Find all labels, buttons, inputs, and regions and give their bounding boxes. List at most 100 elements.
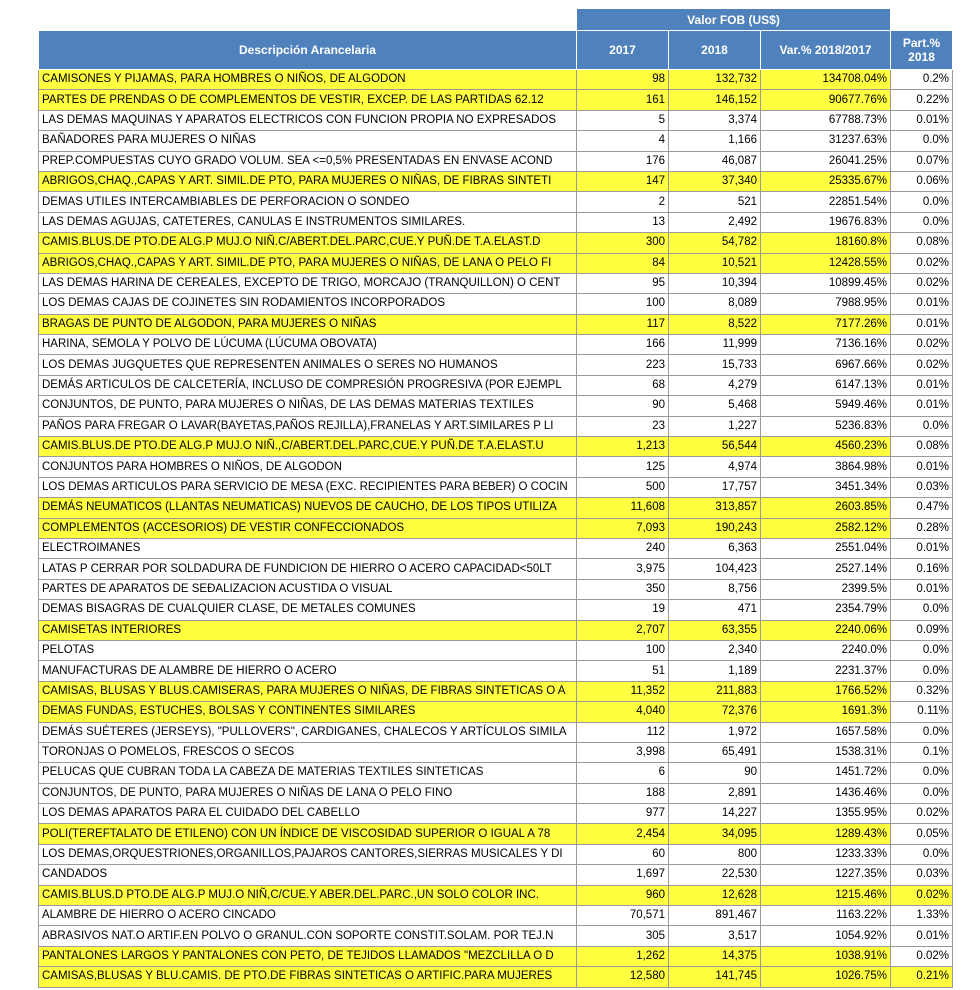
description-cell: DEMAS FUNDAS, ESTUCHES, BOLSAS Y CONTINE…: [38, 701, 577, 723]
value-cell: 63,355: [668, 619, 761, 641]
column-header: Descripción Arancelaria: [38, 30, 577, 70]
value-cell: 19: [576, 599, 669, 621]
value-cell: 0.0%: [890, 843, 954, 866]
value-cell: 22851.54%: [759, 191, 892, 213]
table-row: ALAMBRE DE HIERRO O ACERO CINCADO 70,571 8…: [38, 905, 954, 927]
value-cell: 18160.8%: [759, 232, 892, 254]
value-cell: 8,522: [668, 313, 761, 336]
value-cell: 4,279: [668, 374, 761, 397]
value-cell: 125: [576, 456, 669, 478]
value-cell: 2603.85%: [759, 497, 892, 519]
value-cell: 2399.5%: [759, 578, 892, 601]
description-cell: PELOTAS: [38, 639, 577, 662]
value-cell: 0.01%: [890, 537, 954, 560]
value-cell: 190,243: [668, 517, 761, 539]
value-cell: 211,883: [668, 680, 761, 703]
table-row: PARTES DE APARATOS DE SEÐALIZACION ACUST…: [38, 578, 954, 601]
value-cell: 1,262: [576, 945, 669, 968]
table-row: LOS DEMAS ARTICULOS PARA SERVICIO DE MES…: [38, 476, 954, 499]
value-cell: 3,975: [576, 558, 669, 580]
table-row: ABRASIVOS NAT.O ARTIF.EN POLVO O GRANUL.…: [38, 925, 954, 947]
header-row: Valor FOB (US$): [38, 8, 954, 31]
group-header: Valor FOB (US$): [575, 8, 892, 31]
value-cell: 176: [576, 150, 669, 172]
value-cell: 0.47%: [890, 497, 954, 519]
table-row: CAMISONES Y PIJAMAS, PARA HOMBRES O NIÑO…: [38, 68, 954, 91]
value-cell: 1657.58%: [759, 721, 892, 743]
table-row: CONJUNTOS PARA HOMBRES O NIÑOS, DE ALGOD…: [38, 456, 954, 478]
table-row: LAS DEMAS AGUJAS, CATETERES, CANULAS E I…: [38, 211, 954, 234]
description-cell: ABRIGOS,CHAQ.,CAPAS Y ART. SIMIL.DE PTO,…: [38, 252, 577, 274]
value-cell: 2354.79%: [759, 599, 892, 621]
table-row: DEMAS UTILES INTERCAMBIABLES DE PERFORAC…: [38, 191, 954, 213]
value-cell: 141,745: [668, 966, 761, 988]
blank-cell: [890, 8, 954, 31]
value-cell: 14,227: [668, 803, 761, 825]
value-cell: 11,608: [576, 497, 669, 519]
description-cell: CAMIS.BLUS.DE PTO.DE ALG.P MUJ.O NIÑ.C/A…: [38, 232, 577, 254]
table-row: LOS DEMAS CAJAS DE COJINETES SIN RODAMIE…: [38, 293, 954, 315]
value-cell: 0.0%: [890, 762, 954, 784]
description-cell: LAS DEMAS AGUJAS, CATETERES, CANULAS E I…: [38, 211, 577, 234]
value-cell: 1436.46%: [759, 782, 892, 805]
description-cell: ELECTROIMANES: [38, 537, 577, 560]
value-cell: 500: [576, 476, 669, 499]
value-cell: 1691.3%: [759, 701, 892, 723]
value-cell: 0.0%: [890, 211, 954, 234]
table-row: PELUCAS QUE CUBRAN TODA LA CABEZA DE MAT…: [38, 762, 954, 784]
table-row: TORONJAS O POMELOS, FRESCOS O SECOS 3,998…: [38, 741, 954, 764]
table-row: DEMAS BISAGRAS DE CUALQUIER CLASE, DE ME…: [38, 599, 954, 621]
value-cell: 0.02%: [890, 803, 954, 825]
value-cell: 10899.45%: [759, 272, 892, 295]
value-cell: 0.01%: [890, 374, 954, 397]
value-cell: 1054.92%: [759, 925, 892, 947]
value-cell: 0.0%: [890, 130, 954, 152]
value-cell: 161: [576, 89, 669, 111]
value-cell: 72,376: [668, 701, 761, 723]
description-cell: ABRIGOS,CHAQ.,CAPAS Y ART. SIMIL.DE PTO,…: [38, 170, 577, 193]
description-cell: DEMÁS SUÉTERES (JERSEYS), "PULLOVERS", C…: [38, 721, 577, 743]
value-cell: 0.01%: [890, 578, 954, 601]
value-cell: 0.1%: [890, 741, 954, 764]
value-cell: 0.21%: [890, 966, 954, 988]
table-row: MANUFACTURAS DE ALAMBRE DE HIERRO O ACER…: [38, 660, 954, 682]
value-cell: 5949.46%: [759, 395, 892, 417]
value-cell: 188: [576, 782, 669, 805]
description-cell: CAMIS.BLUS.D PTO.DE ALG.P MUJ.O NIÑ,C/CU…: [38, 884, 577, 907]
value-cell: 51: [576, 660, 669, 682]
description-cell: ABRASIVOS NAT.O ARTIF.EN POLVO O GRANUL.…: [38, 925, 577, 947]
table-row: LAS DEMAS MAQUINAS Y APARATOS ELECTRICOS…: [38, 109, 954, 132]
value-cell: 0.02%: [890, 884, 954, 907]
value-cell: 0.01%: [890, 313, 954, 336]
value-cell: 2240.0%: [759, 639, 892, 662]
value-cell: 0.02%: [890, 252, 954, 274]
value-cell: 977: [576, 803, 669, 825]
value-cell: 7177.26%: [759, 313, 892, 336]
value-cell: 0.09%: [890, 619, 954, 641]
value-cell: 147: [576, 170, 669, 193]
value-cell: 1233.33%: [759, 843, 892, 866]
value-cell: 0.01%: [890, 395, 954, 417]
table-row: CAMISETAS INTERIORES 2,707 63,355 2240.06% 0…: [38, 619, 954, 641]
value-cell: 0.0%: [890, 191, 954, 213]
value-cell: 2,891: [668, 782, 761, 805]
value-cell: 13: [576, 211, 669, 234]
description-cell: BAÑADORES PARA MUJERES O NIÑAS: [38, 130, 577, 152]
description-cell: PARTES DE PRENDAS O DE COMPLEMENTOS DE V…: [38, 89, 577, 111]
value-cell: 0.0%: [890, 660, 954, 682]
value-cell: 84: [576, 252, 669, 274]
value-cell: 0.08%: [890, 232, 954, 254]
value-cell: 1038.91%: [759, 945, 892, 968]
value-cell: 1,697: [576, 864, 669, 886]
description-cell: CONJUNTOS PARA HOMBRES O NIÑOS, DE ALGOD…: [38, 456, 577, 478]
value-cell: 0.16%: [890, 558, 954, 580]
value-cell: 1227.35%: [759, 864, 892, 886]
value-cell: 240: [576, 537, 669, 560]
table-row: DEMÁS SUÉTERES (JERSEYS), "PULLOVERS", C…: [38, 721, 954, 743]
value-cell: 56,544: [668, 436, 761, 458]
value-cell: 891,467: [668, 905, 761, 927]
value-cell: 15,733: [668, 354, 761, 376]
description-cell: DEMÁS NEUMATICOS (LLANTAS NEUMATICAS) NU…: [38, 497, 577, 519]
description-cell: COMPLEMENTOS (ACCESORIOS) DE VESTIR CONF…: [38, 517, 577, 539]
value-cell: 1163.22%: [759, 905, 892, 927]
